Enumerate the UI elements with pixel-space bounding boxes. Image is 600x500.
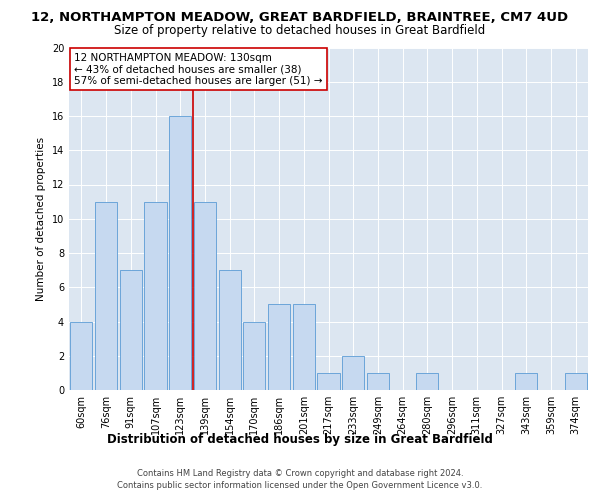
Bar — [293, 304, 315, 390]
Bar — [268, 304, 290, 390]
Text: Size of property relative to detached houses in Great Bardfield: Size of property relative to detached ho… — [115, 24, 485, 37]
Bar — [218, 270, 241, 390]
Bar — [194, 202, 216, 390]
Bar — [342, 356, 364, 390]
Bar — [70, 322, 92, 390]
Text: Contains HM Land Registry data © Crown copyright and database right 2024.
Contai: Contains HM Land Registry data © Crown c… — [118, 469, 482, 490]
Text: 12 NORTHAMPTON MEADOW: 130sqm
← 43% of detached houses are smaller (38)
57% of s: 12 NORTHAMPTON MEADOW: 130sqm ← 43% of d… — [74, 52, 323, 86]
Bar — [317, 373, 340, 390]
Text: Distribution of detached houses by size in Great Bardfield: Distribution of detached houses by size … — [107, 432, 493, 446]
Bar — [95, 202, 117, 390]
Bar — [169, 116, 191, 390]
Bar — [119, 270, 142, 390]
Bar — [145, 202, 167, 390]
Text: 12, NORTHAMPTON MEADOW, GREAT BARDFIELD, BRAINTREE, CM7 4UD: 12, NORTHAMPTON MEADOW, GREAT BARDFIELD,… — [31, 11, 569, 24]
Bar — [367, 373, 389, 390]
Y-axis label: Number of detached properties: Number of detached properties — [36, 136, 46, 301]
Bar — [565, 373, 587, 390]
Bar — [515, 373, 538, 390]
Bar — [243, 322, 265, 390]
Bar — [416, 373, 439, 390]
